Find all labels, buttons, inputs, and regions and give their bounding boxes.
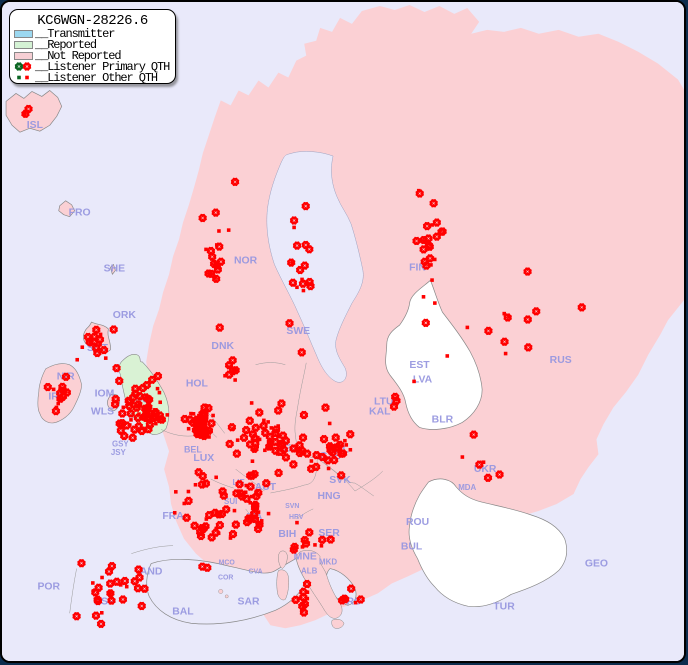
svg-text:CVA: CVA xyxy=(248,569,262,576)
svg-text:SWE: SWE xyxy=(286,326,310,337)
svg-text:GSY: GSY xyxy=(112,439,129,448)
svg-text:ALB: ALB xyxy=(301,567,318,576)
svg-text:WLS: WLS xyxy=(91,406,114,417)
svg-text:MNE: MNE xyxy=(294,552,317,563)
svg-text:COR: COR xyxy=(218,574,233,581)
svg-text:BAL: BAL xyxy=(172,606,194,617)
svg-text:FRO: FRO xyxy=(69,208,91,219)
svg-text:SHE: SHE xyxy=(104,263,125,274)
svg-text:ORK: ORK xyxy=(113,310,137,321)
svg-text:BIH: BIH xyxy=(278,529,296,540)
svg-text:RUS: RUS xyxy=(550,355,572,366)
svg-text:DNK: DNK xyxy=(211,341,234,352)
svg-text:KAL: KAL xyxy=(369,406,391,417)
svg-text:MKD: MKD xyxy=(319,558,337,567)
svg-text:NOR: NOR xyxy=(234,255,258,266)
svg-text:HRV: HRV xyxy=(289,514,304,521)
svg-text:LUX: LUX xyxy=(193,453,214,464)
svg-text:GEO: GEO xyxy=(585,559,608,570)
svg-text:SAR: SAR xyxy=(238,596,260,607)
svg-text:POR: POR xyxy=(37,581,60,592)
svg-text:EST: EST xyxy=(409,360,430,371)
svg-text:HOL: HOL xyxy=(186,379,209,390)
svg-text:HNG: HNG xyxy=(317,491,340,502)
svg-text:MCO: MCO xyxy=(219,560,236,567)
svg-text:TUR: TUR xyxy=(493,601,515,612)
svg-text:ISL: ISL xyxy=(27,120,44,131)
svg-text:ROU: ROU xyxy=(406,517,429,528)
svg-text:IOM: IOM xyxy=(95,389,115,400)
svg-text:MDA: MDA xyxy=(458,483,476,492)
svg-text:BLR: BLR xyxy=(432,414,454,425)
svg-text:BUL: BUL xyxy=(401,542,423,553)
svg-text:JSY: JSY xyxy=(111,448,127,457)
svg-text:SVN: SVN xyxy=(285,503,299,510)
